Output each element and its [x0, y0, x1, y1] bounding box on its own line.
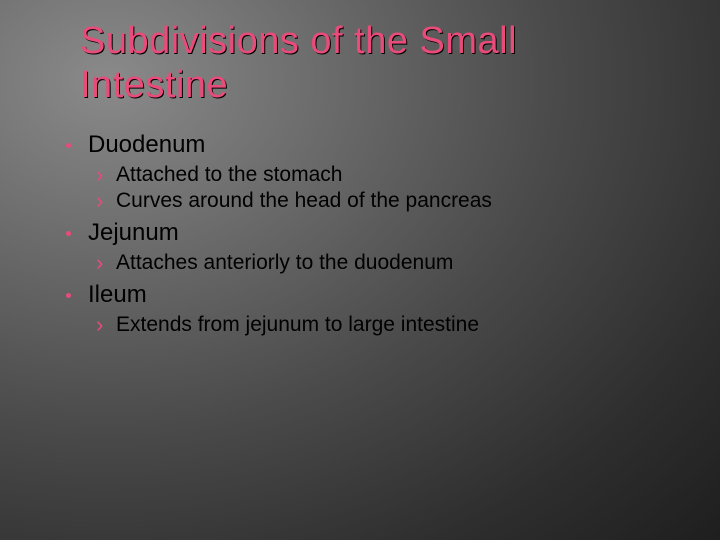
bullet-l1-text: Ileum: [88, 281, 147, 308]
bullet-l1: Ileum: [88, 281, 670, 309]
bullet-l2-text: Curves around the head of the pancreas: [116, 189, 492, 212]
slide: Subdivisions of the Small Intestine Subd…: [0, 0, 720, 540]
slide-title: Subdivisions of the Small Intestine Subd…: [80, 20, 670, 107]
bullet-l1: Jejunum: [88, 219, 670, 247]
bullet-l2: Curves around the head of the pancreas: [88, 189, 670, 213]
bullet-l1-text: Duodenum: [88, 131, 205, 158]
bullet-l1: Duodenum: [88, 131, 670, 159]
bullet-l1-text: Jejunum: [88, 219, 179, 246]
bullet-l2-text: Attached to the stomach: [116, 163, 342, 186]
bullet-l2: Extends from jejunum to large intestine: [88, 313, 670, 337]
slide-content: Duodenum Attached to the stomach Curves …: [80, 131, 670, 337]
bullet-l2: Attaches anteriorly to the duodenum: [88, 251, 670, 275]
bullet-l2-text: Extends from jejunum to large intestine: [116, 313, 479, 336]
bullet-l2-text: Attaches anteriorly to the duodenum: [116, 251, 453, 274]
bullet-l2: Attached to the stomach: [88, 163, 670, 187]
